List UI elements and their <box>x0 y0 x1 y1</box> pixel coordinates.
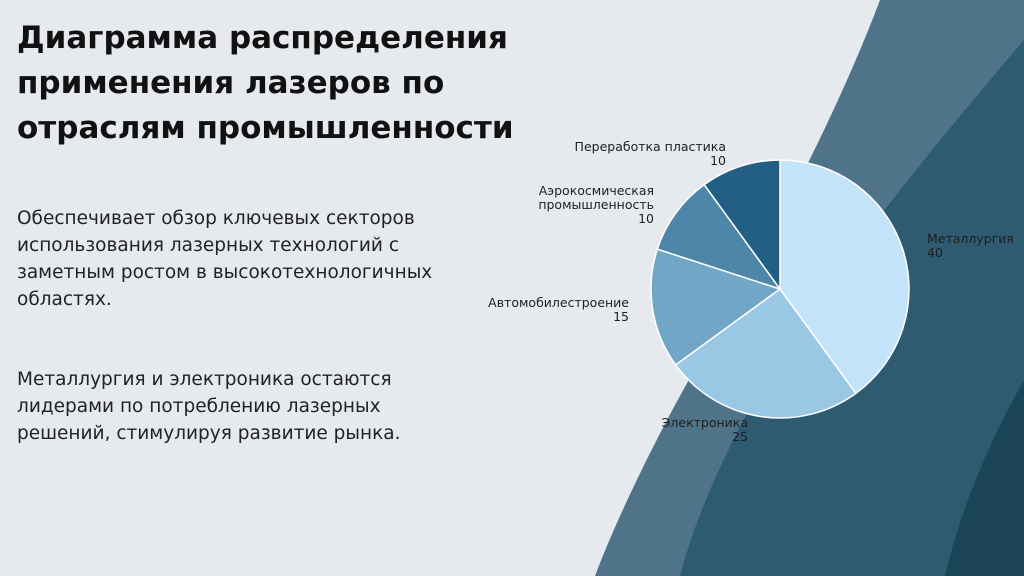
slice-label: Металлургия 40 <box>927 231 1014 260</box>
paragraph-line: Обеспечивает обзор ключевых секторов <box>17 208 415 229</box>
pie-slice <box>779 159 910 395</box>
slice-value-label: 25 <box>732 429 748 444</box>
pie-slice <box>650 248 782 366</box>
slice-label: Электроника 25 <box>662 415 748 444</box>
description-paragraph-2: Металлургия и электроника остаются лидер… <box>17 366 457 447</box>
wave-darkest <box>945 380 1024 576</box>
slice-label-line: Металлургия <box>927 231 1014 246</box>
pie-slice <box>703 159 781 292</box>
title-line: Диаграмма распределения <box>17 20 508 56</box>
slice-value-label: 40 <box>927 245 943 260</box>
slice-label: Аэрокосмическая промышленность 10 <box>538 183 654 226</box>
title-line: применения лазеров по <box>17 65 445 101</box>
description-paragraph-1: Обеспечивает обзор ключевых секторов исп… <box>17 205 457 313</box>
pie-labels: Металлургия 40 Электроника 25 Автомобилестро… <box>488 139 1014 444</box>
pie-slices <box>650 159 910 419</box>
paragraph-line: решений, стимулируя развитие рынка. <box>17 423 401 444</box>
slice-label: Автомобилестроение 15 <box>488 295 629 324</box>
pie-slice <box>674 287 857 419</box>
paragraph-line: областях. <box>17 289 112 310</box>
slice-value-label: 10 <box>710 153 726 168</box>
paragraph-line: Металлургия и электроника остаются <box>17 369 392 390</box>
slice-value-label: 15 <box>613 309 629 324</box>
paragraph-line: лидерами по потреблению лазерных <box>17 396 381 417</box>
page-title: Диаграмма распределения применения лазер… <box>17 16 537 151</box>
title-line: отраслям промышленности <box>17 110 514 146</box>
pie-slice <box>656 183 782 291</box>
paragraph-line: использования лазерных технологий с <box>17 235 399 256</box>
paragraph-line: заметным ростом в высокотехнологичных <box>17 262 433 283</box>
slice-label-line: Электроника <box>662 415 748 430</box>
slice-label-line: Переработка пластика <box>575 139 726 154</box>
slice-value-label: 10 <box>638 211 654 226</box>
slice-label-line: Автомобилестроение <box>488 295 629 310</box>
slice-label-line: промышленность <box>538 197 654 212</box>
slice-label-line: Аэрокосмическая <box>539 183 654 198</box>
slice-label: Переработка пластика 10 <box>575 139 726 168</box>
